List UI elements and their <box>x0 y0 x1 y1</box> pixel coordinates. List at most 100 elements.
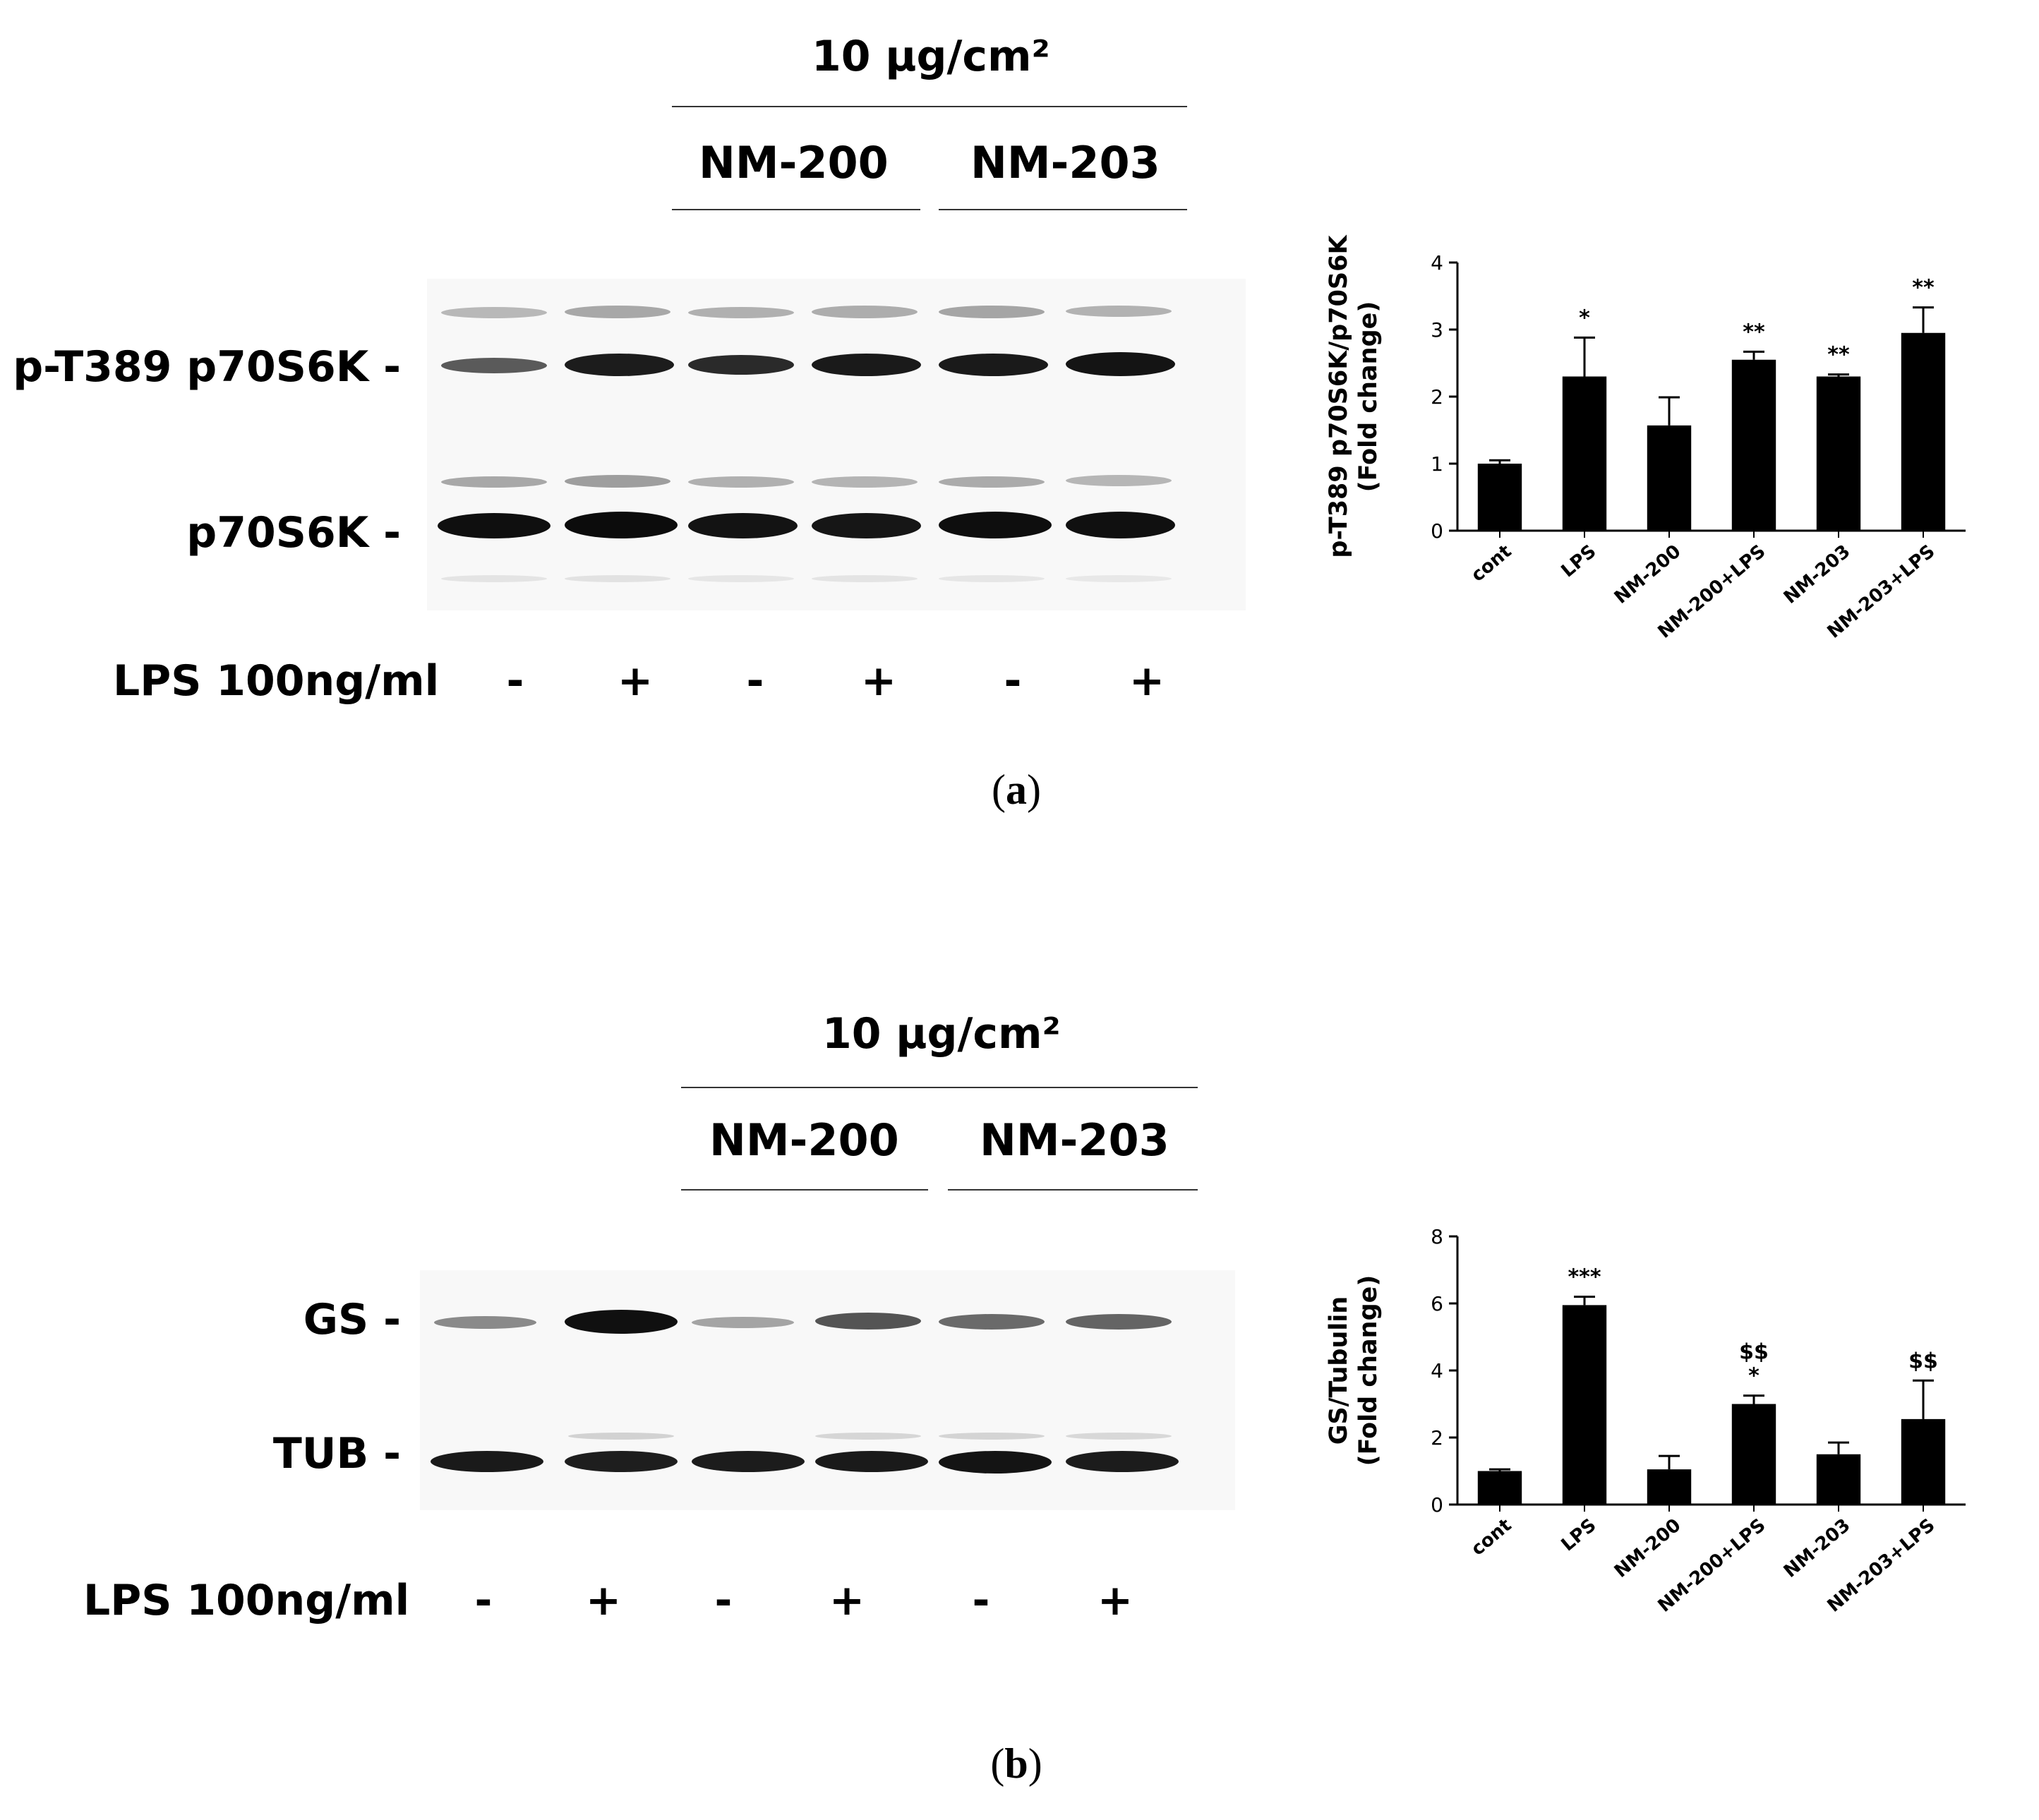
lps-treatment-label: LPS 100ng/ml <box>83 1576 410 1625</box>
blot-band <box>688 575 794 582</box>
blot-band <box>939 1433 1045 1440</box>
significance-marker: $$ <box>1739 1340 1769 1365</box>
y-tick-label: 6 <box>1431 1292 1443 1315</box>
x-tick-label: cont <box>1467 1514 1515 1560</box>
protein-label-gs: GS - <box>303 1295 401 1344</box>
bar <box>1477 1471 1522 1505</box>
blot-band <box>1066 512 1175 538</box>
blot-band <box>688 307 794 318</box>
blot-band <box>1066 1451 1179 1472</box>
significance-marker: * <box>1579 306 1590 330</box>
y-tick-label: 4 <box>1431 251 1443 275</box>
blot-band <box>939 476 1045 488</box>
blot-band <box>812 306 918 318</box>
blot-band <box>815 1433 921 1440</box>
group-bracket-nm200 <box>681 1189 928 1191</box>
blot-band <box>1066 575 1172 582</box>
blot-band <box>565 306 670 318</box>
group-bracket-nm200 <box>672 209 920 210</box>
lps-sign: + <box>617 656 654 706</box>
bar-chart-a: p-T389 p70S6K/p70S6K(Fold change) 0 1 2 3 4 co… <box>1325 234 1966 643</box>
blot-band <box>1066 1314 1172 1330</box>
blot-band <box>565 1451 678 1472</box>
y-tick-label: 0 <box>1431 519 1443 543</box>
y-tick-label: 2 <box>1431 385 1443 409</box>
concentration-label: 10 μg/cm² <box>812 32 1050 81</box>
blot-band <box>441 476 547 488</box>
lps-sign: - <box>714 1576 733 1625</box>
concentration-label: 10 μg/cm² <box>822 1009 1061 1059</box>
group-label-nm200: NM-200 <box>709 1114 899 1166</box>
blot-band <box>568 1433 674 1440</box>
lps-treatment-label: LPS 100ng/ml <box>113 656 440 706</box>
blot-band <box>939 306 1045 318</box>
bar <box>1901 332 1946 531</box>
lps-sign: - <box>972 1576 990 1625</box>
y-tick-label: 4 <box>1431 1359 1443 1382</box>
bar <box>1901 1418 1946 1505</box>
blot-band <box>1066 352 1175 376</box>
x-tick-label: NM-200 <box>1611 541 1685 608</box>
blot-band <box>565 475 670 488</box>
lps-sign: - <box>1004 656 1022 706</box>
blot-band <box>565 512 678 538</box>
x-tick-label: NM-203 <box>1780 1514 1855 1581</box>
concentration-bracket <box>672 106 1187 107</box>
bar <box>1647 1469 1692 1505</box>
significance-marker: $$ <box>1908 1349 1938 1373</box>
blot-band <box>1066 475 1172 486</box>
bar <box>1731 359 1776 531</box>
y-tick-label: 8 <box>1431 1225 1443 1248</box>
panel-caption-a: (a) <box>992 766 1041 813</box>
y-axis-label: GS/Tubulin(Fold change) <box>1325 1275 1383 1466</box>
lps-sign: - <box>746 656 764 706</box>
blot-band <box>939 575 1045 582</box>
blot-band <box>441 575 547 582</box>
bar <box>1731 1404 1776 1505</box>
significance-marker: * <box>1748 1364 1760 1389</box>
blot-band <box>939 354 1048 376</box>
group-label-nm200: NM-200 <box>699 137 889 188</box>
blot-band <box>692 1451 805 1472</box>
blot-band <box>441 358 547 373</box>
blot-band <box>812 476 918 488</box>
blot-band <box>812 354 921 376</box>
bar <box>1816 376 1861 531</box>
panel-b: 10 μg/cm² NM-200 NM-203 GS - TUB - LPS 1… <box>0 981 2039 1820</box>
significance-marker: *** <box>1568 1265 1601 1290</box>
y-tick-label: 1 <box>1431 452 1443 476</box>
x-tick-label: NM-200 <box>1611 1514 1685 1581</box>
blot-band <box>939 1314 1045 1330</box>
blot-band <box>815 1451 928 1472</box>
blot-band <box>565 575 670 582</box>
lps-sign: - <box>506 656 524 706</box>
bar <box>1816 1454 1861 1505</box>
x-tick-label: cont <box>1467 541 1515 586</box>
blot-band <box>565 354 674 376</box>
blot-band <box>688 513 798 538</box>
x-tick-label: LPS <box>1558 1514 1601 1555</box>
y-axis-label-line: (Fold change) <box>1354 1275 1383 1466</box>
western-blot-image-b <box>420 1270 1235 1510</box>
blot-band <box>438 513 551 538</box>
blot-band <box>939 512 1052 538</box>
blot-band <box>1066 1433 1172 1440</box>
y-axis-label-line: p-T389 p70S6K/p70S6K <box>1325 234 1353 558</box>
lps-sign: + <box>860 656 897 706</box>
significance-marker: ** <box>1827 343 1850 368</box>
y-axis-label-line: (Fold change) <box>1354 301 1383 493</box>
bar <box>1647 425 1692 531</box>
group-bracket-nm203 <box>948 1189 1198 1191</box>
y-tick-label: 3 <box>1431 318 1443 342</box>
blot-band <box>431 1451 543 1472</box>
blot-band <box>815 1313 921 1330</box>
x-tick-label: LPS <box>1558 541 1601 581</box>
western-blot-image-a <box>427 279 1246 610</box>
blot-band <box>434 1316 536 1329</box>
bar <box>1477 464 1522 531</box>
x-tick-label: NM-203 <box>1780 541 1855 608</box>
panel-caption-b: (b) <box>990 1740 1042 1787</box>
lps-sign: + <box>829 1576 865 1625</box>
group-label-nm203: NM-203 <box>970 137 1160 188</box>
